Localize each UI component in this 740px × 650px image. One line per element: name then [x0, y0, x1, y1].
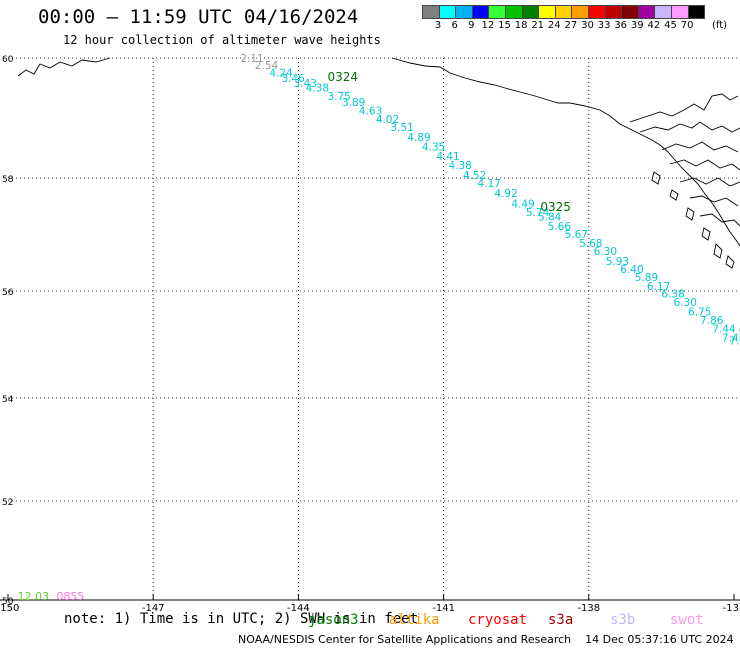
longitude-tick-label: -138 [577, 603, 600, 614]
wave-height-value: 6.30 [674, 297, 697, 309]
pass-time-label: 0 [739, 323, 740, 337]
wave-height-value: 3.46 [281, 73, 305, 85]
color-scale-label: 12 [481, 20, 495, 31]
corner-track-label: 0855 [56, 590, 84, 603]
pass-time-label: 0324 [327, 70, 358, 84]
wave-height-value: 6.40 [620, 264, 643, 276]
wave-height-value: 7.86 [700, 315, 724, 327]
color-scale-label: 42 [647, 20, 661, 31]
longitude-tick-label: -144 [287, 603, 310, 614]
alaska-inlet-a [629, 93, 740, 133]
map-labels: 12.03 0855 [18, 590, 85, 603]
longitude-tick-label: -141 [432, 603, 455, 614]
color-scale-label: 21 [531, 20, 545, 31]
color-scale-label: 15 [498, 20, 511, 31]
alaska-coastline [391, 57, 740, 247]
wave-height-value: 5.84 [538, 211, 562, 223]
wave-height-value: 5.68 [579, 238, 602, 250]
wave-height-value: 4.17 [477, 178, 500, 190]
mission-legend-item: jason3 [308, 612, 359, 628]
wave-height-value: 2.54 [255, 60, 279, 72]
wave-height-value: 3.75 [327, 91, 350, 103]
wave-height-value: 7.63 [729, 336, 740, 348]
islands [651, 171, 735, 269]
color-scale-label: 39 [630, 20, 644, 31]
footer-note: note: 1) Time is in UTC; 2) SWH is in fe… [64, 611, 419, 627]
wave-height-value: 5.74 [526, 207, 550, 219]
wave-height-value: 6.30 [594, 246, 617, 258]
wave-height-value: 3.89 [342, 97, 365, 109]
kenai-coast [17, 57, 111, 77]
color-scale-label: 33 [597, 20, 611, 31]
latitude-tick-label: 54 [2, 395, 14, 405]
wave-height-value: 4.38 [448, 160, 471, 172]
wave-height-value: 4.49 [511, 198, 534, 210]
color-scale-label: 6 [451, 20, 458, 31]
latitude-tick-label: 60 [2, 55, 14, 65]
color-scale-label: 70 [680, 20, 694, 31]
color-scale-label: 36 [614, 20, 628, 31]
wave-height-value: 5.67 [565, 229, 588, 241]
longitude-tick-label: -150 [0, 603, 19, 614]
mission-legend-item: cryosat [468, 612, 528, 628]
pass-time-label: 0325 [540, 200, 571, 214]
wave-height-value: 4.89 [407, 132, 430, 144]
color-scale-label: 9 [468, 20, 475, 31]
alaska-inlet-b [661, 141, 740, 227]
page-subtitle: 12 hour collection of altimeter wave hei… [63, 33, 381, 47]
corner-track-label: 12.03 [18, 590, 50, 603]
color-scale-cell [687, 5, 706, 19]
wave-height-value: 6.38 [661, 288, 684, 300]
mission-legend-item: altika [389, 612, 440, 628]
wave-height-value: 4.24 [269, 68, 293, 80]
wave-height-value: 4.63 [359, 105, 382, 117]
graticule-grid: -150 -147 -144 -141 -138 -135 60 58 56 54 52 50 [0, 55, 740, 614]
latitude-tick-label: 56 [2, 288, 14, 298]
wave-height-value: 5.93 [606, 256, 629, 268]
wave-height-value: 5.66 [548, 221, 572, 233]
wave-height-value: 5.89 [635, 272, 658, 284]
wave-height-value: 7.44 [712, 324, 736, 336]
color-scale-label: 45 [664, 20, 677, 31]
color-scale-label: 3 [434, 20, 442, 31]
coastline [17, 57, 740, 269]
color-scale-bar [422, 5, 706, 19]
wave-height-value: 2.11 [240, 53, 263, 65]
wave-height-value: 4.41 [436, 151, 459, 163]
mission-legend-item: s3a [548, 612, 574, 628]
longitude-tick-label: -135 [723, 603, 740, 614]
color-scale-unit: (ft) [712, 20, 728, 31]
wave-height-value: 3.51 [390, 122, 413, 134]
mission-legend-item: s3b [610, 612, 636, 628]
page-title: 00:00 – 11:59 UTC 04/16/2024 [38, 6, 359, 28]
wave-height-value: 3.43 [294, 78, 317, 90]
mission-legend-item: swot [670, 612, 704, 628]
color-scale-label: 24 [547, 20, 561, 31]
wave-height-value: 7.43 [722, 332, 740, 344]
wave-height-value: 4.35 [422, 141, 445, 153]
wave-height-value: 6.17 [647, 281, 670, 293]
color-scale-labels: 3 6 9 12 15 18 21 24 27 30 33 36 39 42 45 70 [422, 20, 740, 34]
color-scale-label: 30 [581, 20, 594, 31]
altimeter-track: 2.112.544.243.463.434.383.753.894.634.02… [240, 53, 740, 348]
wave-height-value: 4.02 [376, 114, 399, 126]
latitude-tick-label: 50 [2, 597, 14, 607]
wave-height-value: 4.92 [494, 188, 517, 200]
longitude-tick-label: -147 [142, 603, 165, 614]
wave-height-value: 6.75 [688, 307, 711, 319]
color-scale-label: 18 [514, 20, 528, 31]
latitude-tick-label: 58 [2, 175, 14, 185]
color-scale-label: 27 [564, 20, 578, 31]
wave-height-value: 4.38 [306, 83, 329, 95]
footer-credit: NOAA/NESDIS Center for Satellite Applica… [238, 633, 734, 646]
latitude-tick-label: 52 [2, 498, 13, 508]
wave-height-value: 4.52 [463, 170, 486, 182]
